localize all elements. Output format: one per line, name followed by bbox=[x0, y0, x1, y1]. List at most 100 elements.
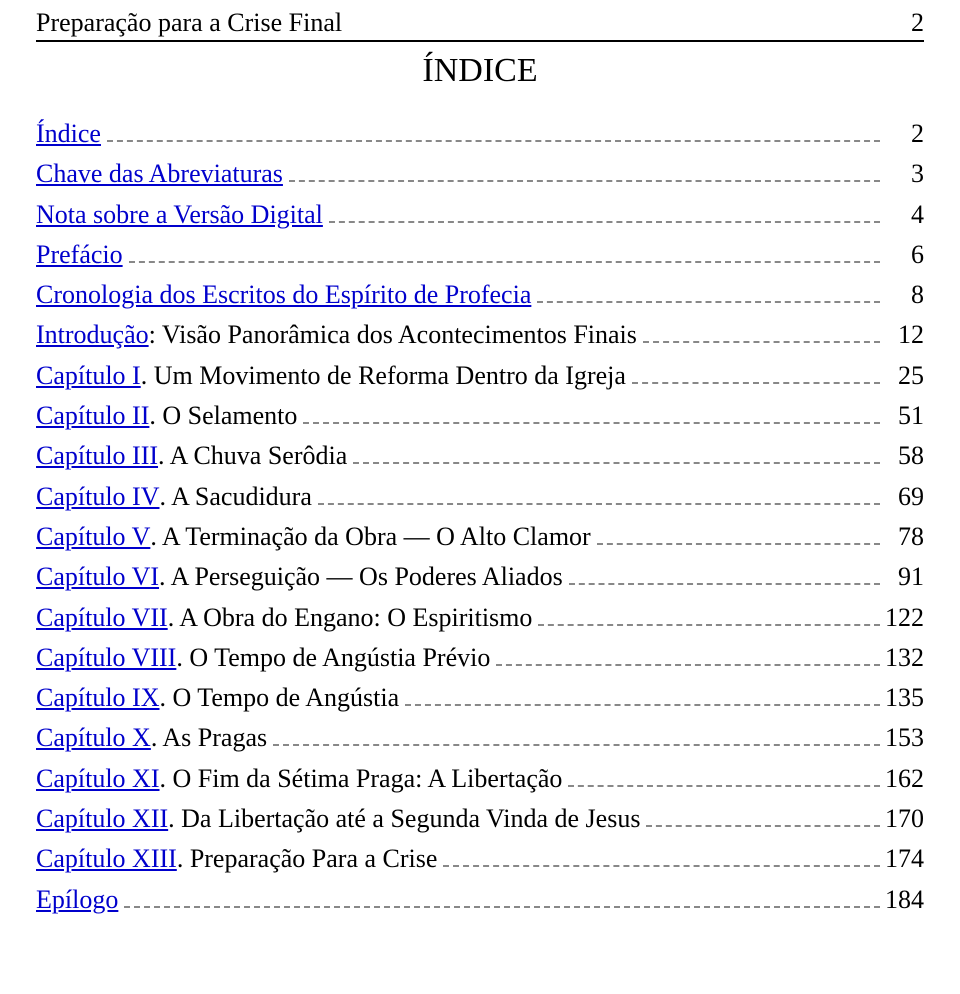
toc-leader bbox=[273, 724, 880, 747]
toc-rest: : Visão Panorâmica dos Acontecimentos Fi… bbox=[149, 315, 637, 355]
toc-rest: . O Tempo de Angústia Prévio bbox=[176, 638, 490, 678]
toc-leader bbox=[632, 361, 880, 384]
toc-page-number: 8 bbox=[884, 275, 924, 315]
toc-row: Chave das Abreviaturas 3 bbox=[36, 154, 924, 194]
toc-row: Capítulo III. A Chuva Serôdia 58 bbox=[36, 436, 924, 476]
toc-page-number: 170 bbox=[884, 799, 924, 839]
toc-link[interactable]: Capítulo IX bbox=[36, 678, 160, 718]
index-title: ÍNDICE bbox=[36, 52, 924, 90]
toc-link[interactable]: Chave das Abreviaturas bbox=[36, 154, 283, 194]
toc-row: Capítulo XI. O Fim da Sétima Praga: A Li… bbox=[36, 759, 924, 799]
toc-leader bbox=[124, 885, 880, 908]
toc-link[interactable]: Capítulo IV bbox=[36, 477, 160, 517]
toc-row: Introdução: Visão Panorâmica dos Acontec… bbox=[36, 315, 924, 355]
toc-leader bbox=[569, 562, 880, 585]
toc-link[interactable]: Capítulo III bbox=[36, 436, 158, 476]
toc-link[interactable]: Capítulo VI bbox=[36, 557, 159, 597]
toc-row: Capítulo IV. A Sacudidura 69 bbox=[36, 477, 924, 517]
toc-rest: . Da Libertação até a Segunda Vinda de J… bbox=[168, 799, 640, 839]
toc-link[interactable]: Introdução bbox=[36, 315, 149, 355]
toc-link[interactable]: Epílogo bbox=[36, 880, 118, 920]
toc-link[interactable]: Capítulo II bbox=[36, 396, 149, 436]
toc-page-number: 132 bbox=[884, 638, 924, 678]
toc-row: Prefácio 6 bbox=[36, 235, 924, 275]
toc-page-number: 153 bbox=[884, 718, 924, 758]
toc-rest: . A Terminação da Obra — O Alto Clamor bbox=[150, 517, 590, 557]
toc-link[interactable]: Capítulo XII bbox=[36, 799, 168, 839]
toc-row: Capítulo XII. Da Libertação até a Segund… bbox=[36, 799, 924, 839]
toc-leader bbox=[443, 845, 880, 868]
toc-leader bbox=[496, 643, 880, 666]
toc-leader bbox=[129, 240, 880, 263]
toc-rest: . O Selamento bbox=[149, 396, 297, 436]
toc-row: Capítulo XIII. Preparação Para a Crise 17… bbox=[36, 839, 924, 879]
toc-leader bbox=[405, 683, 880, 706]
toc-row: Nota sobre a Versão Digital 4 bbox=[36, 195, 924, 235]
toc-page-number: 91 bbox=[884, 557, 924, 597]
toc-link[interactable]: Prefácio bbox=[36, 235, 123, 275]
toc-rest: . O Fim da Sétima Praga: A Libertação bbox=[160, 759, 563, 799]
toc-leader bbox=[538, 603, 880, 626]
toc-leader bbox=[329, 200, 880, 223]
toc-page-number: 6 bbox=[884, 235, 924, 275]
toc-leader bbox=[537, 280, 880, 303]
toc-rest: . Preparação Para a Crise bbox=[177, 839, 438, 879]
toc-rest: . O Tempo de Angústia bbox=[160, 678, 400, 718]
toc-page-number: 78 bbox=[884, 517, 924, 557]
toc-page-number: 162 bbox=[884, 759, 924, 799]
toc-page-number: 4 bbox=[884, 195, 924, 235]
toc-link[interactable]: Capítulo I bbox=[36, 356, 141, 396]
toc-rest: . A Sacudidura bbox=[160, 477, 312, 517]
toc-row: Capítulo VI. A Perseguição — Os Poderes … bbox=[36, 557, 924, 597]
toc-row: Epílogo 184 bbox=[36, 880, 924, 920]
toc-page-number: 174 bbox=[884, 839, 924, 879]
toc-page-number: 69 bbox=[884, 477, 924, 517]
toc-link[interactable]: Capítulo XI bbox=[36, 759, 160, 799]
page-number: 2 bbox=[911, 8, 924, 38]
toc-page-number: 58 bbox=[884, 436, 924, 476]
toc-page-number: 122 bbox=[884, 598, 924, 638]
toc-row: Capítulo X. As Pragas 153 bbox=[36, 718, 924, 758]
toc-rest: . As Pragas bbox=[151, 718, 267, 758]
book-title: Preparação para a Crise Final bbox=[36, 8, 342, 38]
toc-link[interactable]: Capítulo XIII bbox=[36, 839, 177, 879]
toc-link[interactable]: Capítulo X bbox=[36, 718, 151, 758]
toc-link[interactable]: Capítulo VIII bbox=[36, 638, 176, 678]
toc-rest: . Um Movimento de Reforma Dentro da Igre… bbox=[141, 356, 626, 396]
toc-link[interactable]: Capítulo V bbox=[36, 517, 150, 557]
toc-row: Capítulo I. Um Movimento de Reforma Dent… bbox=[36, 356, 924, 396]
toc-page-number: 2 bbox=[884, 114, 924, 154]
toc-link[interactable]: Cronologia dos Escritos do Espírito de P… bbox=[36, 275, 531, 315]
toc-link[interactable]: Nota sobre a Versão Digital bbox=[36, 195, 323, 235]
toc-leader bbox=[289, 160, 880, 183]
table-of-contents: Índice2Chave das Abreviaturas3Nota sobre… bbox=[36, 114, 924, 920]
toc-row: Capítulo V. A Terminação da Obra — O Alt… bbox=[36, 517, 924, 557]
toc-link[interactable]: Capítulo VII bbox=[36, 598, 168, 638]
toc-leader bbox=[353, 442, 880, 465]
toc-leader bbox=[646, 804, 880, 827]
page-header: Preparação para a Crise Final 2 bbox=[36, 8, 924, 42]
toc-page-number: 135 bbox=[884, 678, 924, 718]
toc-row: Cronologia dos Escritos do Espírito de P… bbox=[36, 275, 924, 315]
document-page: Preparação para a Crise Final 2 ÍNDICE Í… bbox=[0, 0, 960, 920]
toc-link[interactable]: Índice bbox=[36, 114, 101, 154]
toc-leader bbox=[303, 401, 880, 424]
toc-rest: . A Obra do Engano: O Espiritismo bbox=[168, 598, 533, 638]
toc-leader bbox=[318, 482, 880, 505]
toc-leader bbox=[597, 522, 880, 545]
toc-rest: . A Chuva Serôdia bbox=[158, 436, 347, 476]
toc-row: Capítulo II. O Selamento 51 bbox=[36, 396, 924, 436]
toc-leader bbox=[568, 764, 880, 787]
toc-leader bbox=[107, 119, 880, 142]
toc-page-number: 51 bbox=[884, 396, 924, 436]
toc-rest: . A Perseguição — Os Poderes Aliados bbox=[159, 557, 563, 597]
toc-page-number: 3 bbox=[884, 154, 924, 194]
toc-leader bbox=[643, 321, 880, 344]
toc-page-number: 184 bbox=[884, 880, 924, 920]
toc-page-number: 25 bbox=[884, 356, 924, 396]
toc-row: Capítulo VIII. O Tempo de Angústia Prévi… bbox=[36, 638, 924, 678]
toc-row: Capítulo VII. A Obra do Engano: O Espiri… bbox=[36, 598, 924, 638]
toc-row: Capítulo IX. O Tempo de Angústia 135 bbox=[36, 678, 924, 718]
toc-row: Índice 2 bbox=[36, 114, 924, 154]
toc-page-number: 12 bbox=[884, 315, 924, 355]
